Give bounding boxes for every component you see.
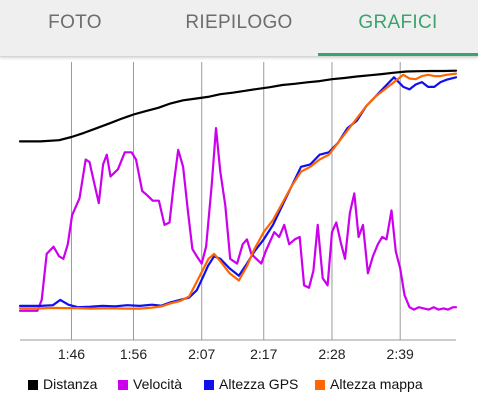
legend-swatch [28, 380, 38, 390]
tab-riepilogo[interactable]: RIEPILOGO [185, 12, 293, 33]
tab-foto[interactable]: FOTO [48, 12, 102, 33]
line-chart: 1:46 1:56 2:07 2:17 2:28 2:39 [18, 62, 458, 362]
legend-swatch [315, 380, 325, 390]
legend-label: Velocità [133, 376, 183, 392]
tab-bar: FOTO RIEPILOGO GRAFICI [0, 0, 478, 57]
x-tick-label: 2:17 [250, 346, 277, 362]
legend-label: Altezza mappa [330, 376, 423, 392]
series-line-altezza-gps [18, 76, 458, 309]
series-lines [18, 69, 458, 312]
series-line-altezza-mappa [18, 72, 458, 310]
x-tick-labels: 1:46 1:56 2:07 2:17 2:28 2:39 [58, 346, 414, 362]
x-tick-label: 2:07 [188, 346, 215, 362]
legend-label: Altezza GPS [219, 376, 299, 392]
legend-item: Altezza mappa [315, 374, 423, 394]
x-tick-label: 1:56 [120, 346, 147, 362]
legend-swatch [204, 380, 214, 390]
vertical-gridlines [70, 62, 401, 340]
x-tick-label: 1:46 [58, 346, 85, 362]
chart-legend: Distanza Velocità Altezza GPS Altezza mappa [0, 372, 478, 396]
legend-item: Velocità [118, 374, 182, 394]
legend-swatch [118, 380, 128, 390]
legend-item: Altezza GPS [204, 374, 298, 394]
x-tick-label: 2:28 [318, 346, 345, 362]
legend-item: Distanza [28, 374, 97, 394]
x-tick-label: 2:39 [387, 346, 414, 362]
series-line-distanza [18, 69, 458, 143]
tab-grafici[interactable]: GRAFICI [358, 12, 438, 33]
active-tab-indicator [318, 53, 478, 56]
series-line-velocit- [18, 127, 458, 312]
legend-label: Distanza [43, 376, 98, 392]
